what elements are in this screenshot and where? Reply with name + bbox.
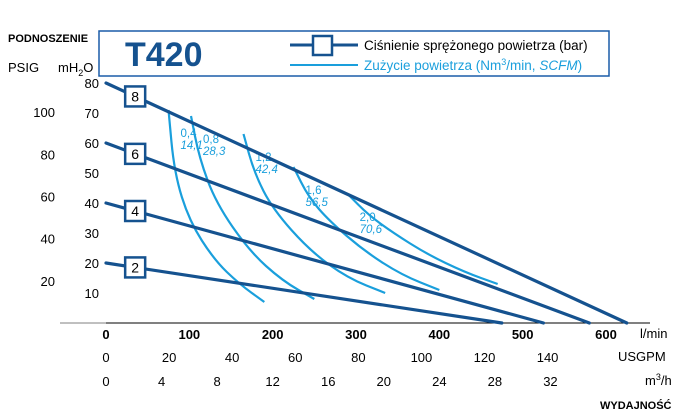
x-tick-usgpm-100: 100 bbox=[411, 350, 433, 365]
pressure-label-2bar: 2 bbox=[131, 259, 139, 275]
y-tick-mh2o-80: 80 bbox=[85, 76, 99, 91]
pressure-label-4bar: 4 bbox=[131, 203, 139, 219]
y-axis-psig-unit: PSIG bbox=[8, 60, 39, 75]
legend-pressure-label: Ciśnienie sprężonego powietrza (bar) bbox=[364, 38, 588, 53]
x-tick-m3h-8: 8 bbox=[213, 374, 220, 389]
y-tick-psig-20: 20 bbox=[41, 274, 55, 289]
x-tick-usgpm-0: 0 bbox=[102, 350, 109, 365]
x-tick-lmin-100: 100 bbox=[178, 327, 200, 342]
consumption-label-scfm-1: 28,3 bbox=[202, 146, 226, 158]
pressure-line-6bar bbox=[104, 141, 591, 325]
x-axes-ticks: 0 100 200 300 400 500 600 0 20 40 60 80 100 120 140 0 4 8… bbox=[102, 327, 616, 389]
x-tick-lmin-600: 600 bbox=[595, 327, 617, 342]
consumption-label-scfm-3: 56,5 bbox=[306, 197, 329, 209]
pressure-label-8bar: 8 bbox=[131, 88, 139, 104]
consumption-curve-1 bbox=[189, 115, 315, 300]
consumption-label-scfm-0: 14,1 bbox=[181, 140, 203, 152]
x-tick-usgpm-60: 60 bbox=[288, 350, 302, 365]
y-axis-title: PODNOSZENIE bbox=[8, 33, 88, 45]
pressure-marker-8bar bbox=[123, 85, 147, 108]
consumption-label-nm3-4: 2,0 bbox=[360, 212, 376, 224]
legend-pressure-marker bbox=[311, 34, 334, 57]
pressure-line-2bar bbox=[104, 261, 504, 325]
pressure-line-4bar bbox=[104, 201, 546, 325]
y-tick-psig-40: 40 bbox=[41, 232, 55, 247]
x-tick-m3h-20: 20 bbox=[377, 374, 391, 389]
y-tick-mh2o-10: 10 bbox=[85, 286, 99, 301]
consumption-curve-3 bbox=[292, 166, 440, 292]
x-tick-lmin-200: 200 bbox=[262, 327, 284, 342]
legend-pressure-entry: Ciśnienie sprężonego powietrza (bar) bbox=[290, 34, 588, 57]
legend-consumption-label: Zużycie powietrza (Nm3/min, SCFM) bbox=[364, 57, 582, 73]
y-tick-mh2o-30: 30 bbox=[85, 226, 99, 241]
x-tick-lmin-0: 0 bbox=[102, 327, 109, 342]
chart-title: T420 bbox=[125, 36, 203, 74]
y-tick-mh2o-60: 60 bbox=[85, 136, 99, 151]
x-tick-lmin-400: 400 bbox=[428, 327, 450, 342]
x-tick-usgpm-20: 20 bbox=[162, 350, 176, 365]
x-tick-m3h-12: 12 bbox=[265, 374, 279, 389]
y-ticks-psig: 20 40 60 80 100 bbox=[33, 105, 55, 289]
y-tick-mh2o-50: 50 bbox=[85, 166, 99, 181]
x-tick-lmin-300: 300 bbox=[345, 327, 367, 342]
pressure-marker-6bar bbox=[123, 142, 147, 166]
x-tick-usgpm-80: 80 bbox=[351, 350, 365, 365]
y-tick-mh2o-20: 20 bbox=[85, 256, 99, 271]
pressure-marker-4bar bbox=[123, 199, 147, 223]
consumption-curves: 0,414,1 0,828,3 1,242,41,656,52,070,6 bbox=[167, 109, 499, 303]
x-tick-usgpm-140: 140 bbox=[537, 350, 559, 365]
x-tick-m3h-24: 24 bbox=[432, 374, 446, 389]
y-tick-mh2o-40: 40 bbox=[85, 196, 99, 211]
x-tick-m3h-28: 28 bbox=[488, 374, 502, 389]
x-axis-usgpm-unit: USGPM bbox=[618, 349, 666, 364]
consumption-curve-0 bbox=[167, 109, 265, 303]
x-tick-m3h-32: 32 bbox=[543, 374, 557, 389]
consumption-label-scfm-2: 42,4 bbox=[256, 164, 278, 176]
consumption-label-scfm-4: 70,6 bbox=[360, 224, 383, 236]
y-tick-psig-80: 80 bbox=[41, 147, 55, 162]
consumption-label-nm3-3: 1,6 bbox=[306, 185, 322, 197]
y-tick-psig-60: 60 bbox=[41, 189, 55, 204]
x-axis-lmin-unit: l/min bbox=[640, 326, 667, 341]
pressure-marker-2bar bbox=[123, 256, 147, 279]
x-tick-usgpm-120: 120 bbox=[474, 350, 496, 365]
x-tick-m3h-16: 16 bbox=[321, 374, 335, 389]
pressure-line-8bar bbox=[104, 81, 629, 325]
pressure-lines: 2 4 6 8 bbox=[104, 81, 629, 325]
consumption-curve-4 bbox=[346, 193, 499, 286]
consumption-curve-2 bbox=[242, 133, 386, 295]
consumption-label-nm3-1: 0,8 bbox=[203, 134, 219, 146]
y-ticks-mh2o: 10 20 30 40 50 60 70 80 bbox=[85, 76, 99, 301]
x-tick-m3h-4: 4 bbox=[158, 374, 165, 389]
y-axis-mh2o-unit: mH2O bbox=[58, 60, 93, 78]
y-tick-psig-100: 100 bbox=[33, 105, 55, 120]
x-tick-m3h-0: 0 bbox=[102, 374, 109, 389]
x-tick-usgpm-40: 40 bbox=[225, 350, 239, 365]
x-axis-m3h-unit: m3/h bbox=[645, 372, 672, 388]
legend-box bbox=[98, 30, 610, 77]
pressure-label-6bar: 6 bbox=[131, 146, 139, 162]
x-axis-title: WYDAJNOŚĆ bbox=[600, 399, 672, 412]
legend-consumption-entry: Zużycie powietrza (Nm3/min, SCFM) bbox=[290, 57, 582, 73]
x-tick-lmin-500: 500 bbox=[512, 327, 534, 342]
y-tick-mh2o-70: 70 bbox=[85, 106, 99, 121]
